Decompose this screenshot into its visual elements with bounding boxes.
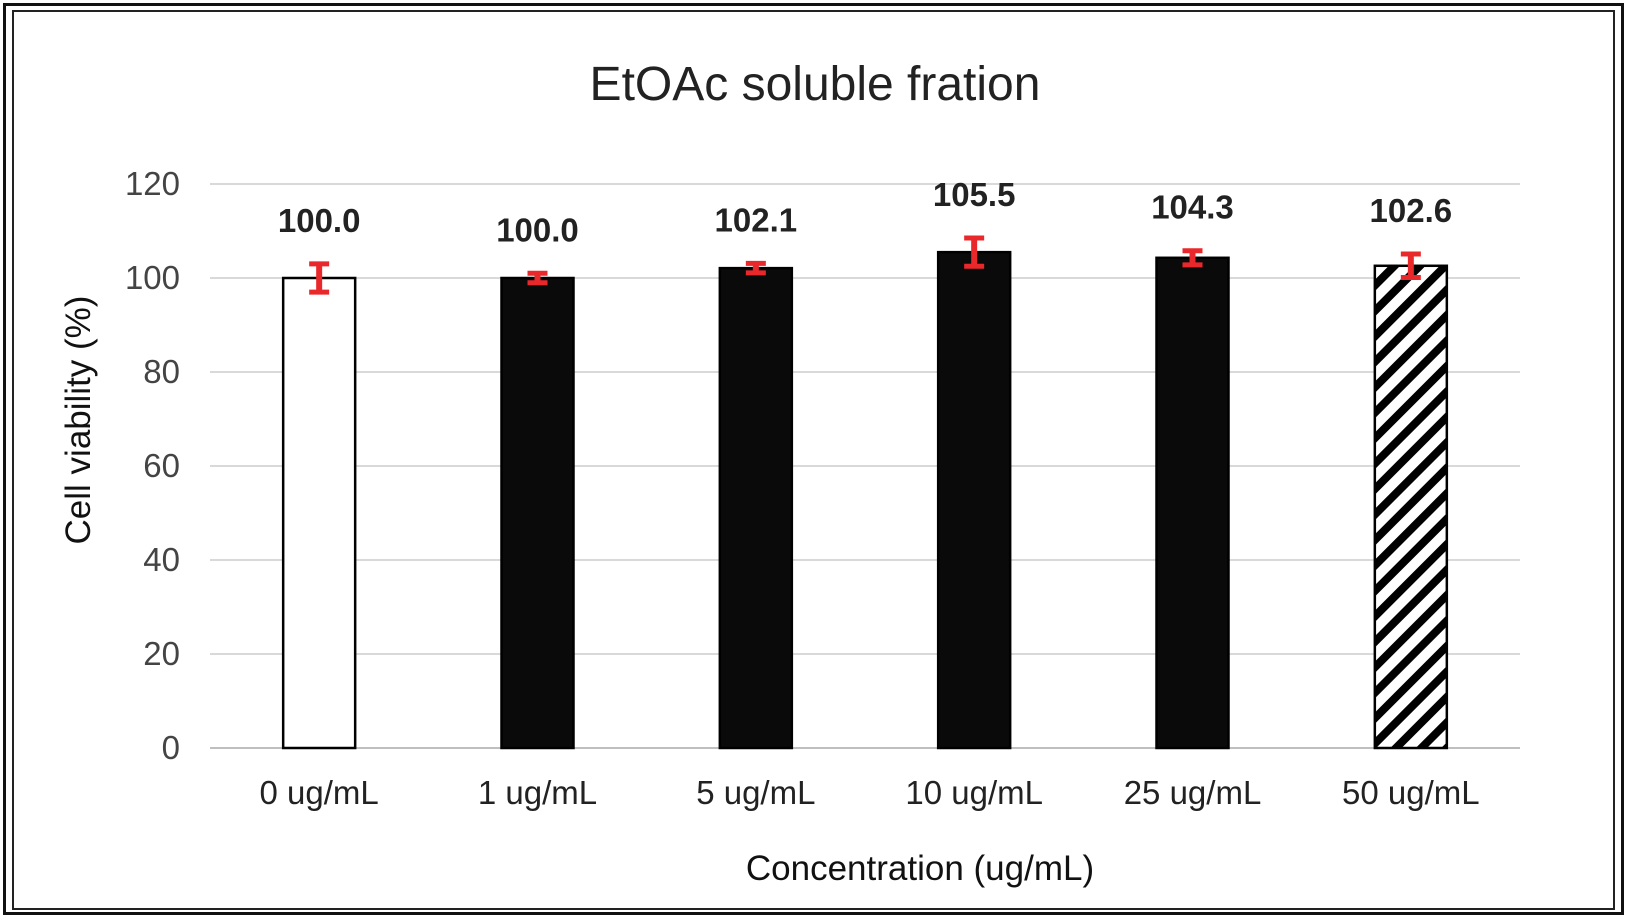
bars	[281, 250, 1449, 750]
bar	[718, 266, 794, 750]
data-label: 100.0	[278, 202, 361, 239]
error-bars	[309, 235, 1421, 295]
y-tick-label: 40	[143, 541, 180, 578]
data-label: 104.3	[1151, 189, 1234, 226]
x-tick-labels: 0 ug/mL 1 ug/mL 5 ug/mL 10 ug/mL 25 ug/mL 50 …	[260, 774, 1480, 811]
chart-title: EtOAc soluble fration	[590, 58, 1041, 111]
y-tick-label: 100	[125, 259, 180, 296]
y-tick-labels: 0 20 40 60 80 100 120	[125, 165, 180, 766]
y-tick-label: 80	[143, 353, 180, 390]
x-tick-label: 0 ug/mL	[260, 774, 379, 811]
x-tick-label: 10 ug/mL	[905, 774, 1043, 811]
bar	[1155, 256, 1230, 750]
data-label: 105.5	[933, 176, 1016, 213]
bar	[281, 276, 357, 750]
y-tick-label: 120	[125, 165, 180, 202]
figure-outer-border	[3, 3, 1624, 915]
y-axis-label: Cell viability (%)	[59, 296, 98, 545]
bar	[500, 276, 575, 750]
x-tick-label: 1 ug/mL	[478, 774, 597, 811]
data-label: 102.1	[715, 201, 798, 238]
bar	[936, 250, 1012, 750]
y-tick-label: 0	[162, 729, 180, 766]
x-tick-label: 5 ug/mL	[696, 774, 815, 811]
gridlines	[210, 183, 1520, 749]
x-tick-label: 25 ug/mL	[1124, 774, 1262, 811]
data-labels: 100.0 100.0 102.1 105.5 104.3 102.6	[278, 176, 1452, 248]
x-tick-label: 50 ug/mL	[1342, 774, 1480, 811]
data-label: 102.6	[1370, 192, 1453, 229]
y-tick-label: 60	[143, 447, 180, 484]
data-label: 100.0	[496, 211, 579, 248]
y-tick-label: 20	[143, 635, 180, 672]
bar	[1373, 264, 1449, 750]
figure-inner-border	[12, 10, 1615, 910]
x-axis-label: Concentration (ug/mL)	[746, 849, 1094, 888]
